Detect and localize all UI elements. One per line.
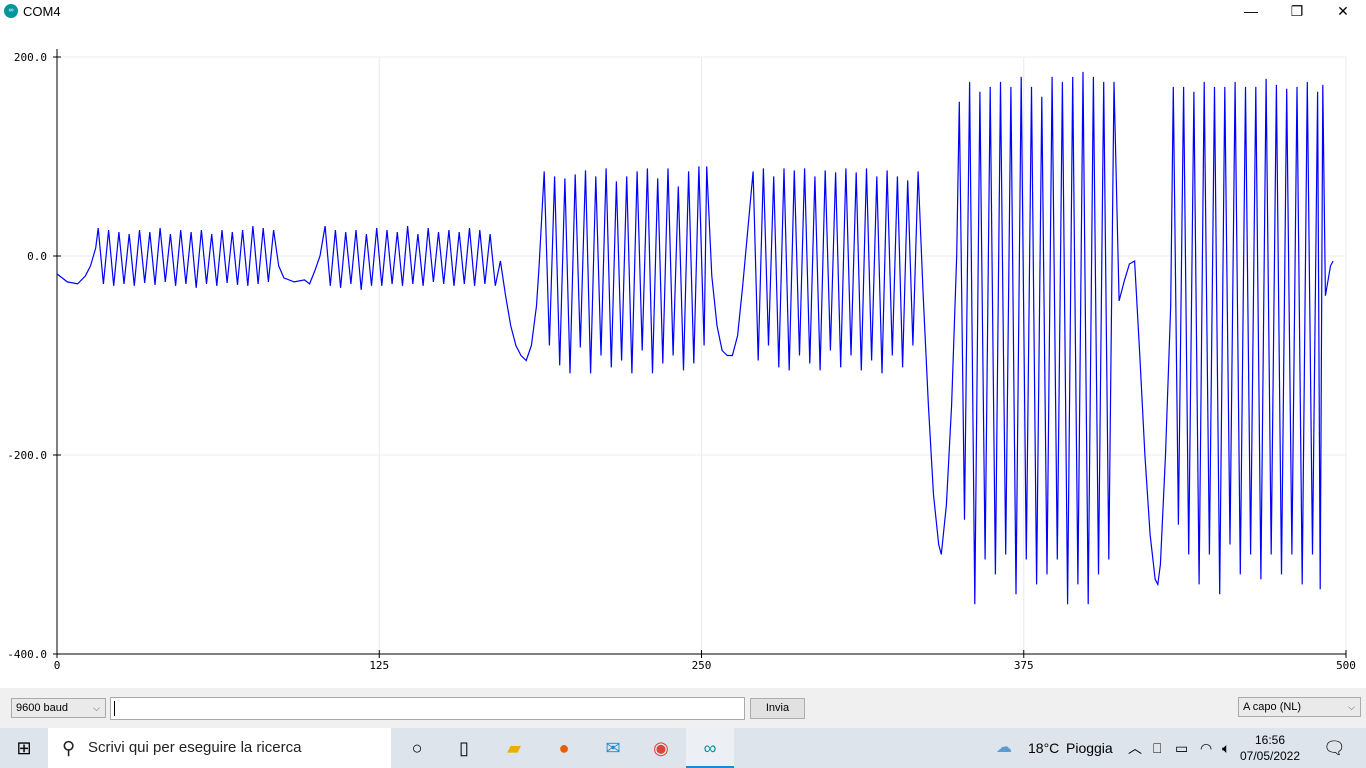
arduino-taskbar-icon[interactable]: ∞ <box>686 728 734 768</box>
chrome-icon[interactable]: ◉ <box>653 738 669 758</box>
clock-time: 16:56 <box>1254 733 1286 747</box>
baud-value: 9600 baud <box>16 702 68 714</box>
arduino-icon: ∞ <box>4 4 18 18</box>
y-tick-label: 0.0 <box>27 250 47 263</box>
wifi-icon[interactable]: ◠ <box>1200 740 1213 756</box>
series-line <box>56 71 1334 605</box>
y-tick-label: -400.0 <box>7 648 47 661</box>
x-tick-label: 125 <box>369 659 389 672</box>
windows-start-icon[interactable]: ⊞ <box>16 738 32 758</box>
window-title: COM4 <box>23 4 61 19</box>
baud-select[interactable]: 9600 baud ⌵ <box>11 698 106 718</box>
serial-plot: 200.0 0.0 -200.0 -400.0 0 125 250 375 500 <box>7 49 1356 672</box>
x-tick-label: 0 <box>54 659 61 672</box>
control-bar: 9600 baud ⌵ Invia A capo (NL) ⌵ <box>0 688 1366 728</box>
clock-date: 07/05/2022 <box>1239 749 1301 763</box>
send-input[interactable] <box>110 697 745 720</box>
line-ending-select[interactable]: A capo (NL) ⌵ <box>1238 697 1361 717</box>
search-placeholder: Scrivi qui per eseguire la ricerca <box>88 739 302 756</box>
x-tick-label: 375 <box>1014 659 1034 672</box>
maximize-button[interactable]: ❐ <box>1290 3 1304 19</box>
weather-temp[interactable]: 18°C <box>1028 740 1060 756</box>
clock[interactable]: 16:56 07/05/2022 <box>1235 732 1305 764</box>
webcam-icon[interactable]: ⎕ <box>1153 740 1162 756</box>
volume-icon[interactable]: 🔈︎ <box>1222 740 1231 756</box>
cortana-icon[interactable]: ○ <box>411 738 423 758</box>
chevron-down-icon: ⌵ <box>93 703 100 713</box>
task-view-icon[interactable]: ▯ <box>459 738 469 758</box>
chevron-up-icon[interactable]: ︿ <box>1128 740 1142 756</box>
y-tick-label: -200.0 <box>7 449 47 462</box>
taskbar: ⊞ ⚲ Scrivi qui per eseguire la ricerca ○… <box>0 728 1366 768</box>
minimize-button[interactable]: — <box>1244 3 1258 19</box>
line-ending-value: A capo (NL) <box>1243 701 1302 713</box>
title-bar: ∞ COM4 — ❐ ✕ <box>0 0 1366 24</box>
mail-icon[interactable]: ✉ <box>605 738 621 758</box>
text-caret <box>114 701 115 716</box>
x-tick-label: 500 <box>1336 659 1356 672</box>
battery-icon[interactable]: ▭ <box>1175 740 1189 756</box>
x-tick-label: 250 <box>692 659 712 672</box>
send-button[interactable]: Invia <box>750 698 805 719</box>
file-explorer-icon[interactable]: ▰ <box>507 738 521 758</box>
close-button[interactable]: ✕ <box>1337 3 1349 19</box>
chevron-down-icon: ⌵ <box>1348 702 1355 712</box>
weather-icon[interactable]: ☁ <box>996 739 1012 756</box>
firefox-icon[interactable]: ● <box>558 738 570 758</box>
notifications-icon[interactable]: 🗨︎ <box>1323 738 1346 758</box>
taskbar-search[interactable]: ⚲ Scrivi qui per eseguire la ricerca <box>48 728 391 768</box>
weather-text[interactable]: Pioggia <box>1066 740 1113 756</box>
y-tick-label: 200.0 <box>14 51 47 64</box>
search-icon: ⚲ <box>62 738 76 758</box>
